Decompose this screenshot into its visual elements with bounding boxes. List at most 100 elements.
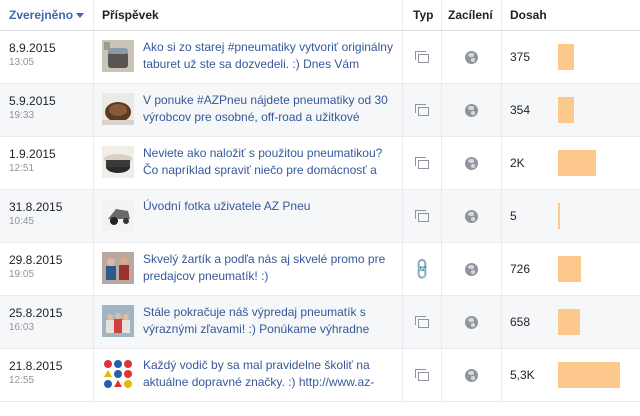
globe-icon [465,315,478,329]
globe-icon [465,103,478,117]
post-thumbnail[interactable] [102,146,134,178]
post-time: 19:33 [9,110,35,121]
header-reach: Dosah [501,0,640,30]
header-targeting: Zacílení [441,0,501,30]
reach-value: 658 [510,315,531,329]
photo-icon [415,104,429,116]
photo-icon [415,51,429,63]
table-row[interactable]: 5.9.2015 19:33 V ponuke #AZPneu nájdete pn… [0,84,640,137]
post-cell: Ako si zo starej #pneumatiky vytvoriť or… [93,31,402,83]
photo-icon [415,316,429,328]
table-row[interactable]: 21.8.2015 12:55 Každý vodič by sa mal prav… [0,349,640,402]
reach-cell: 5,3K [501,349,640,401]
globe-icon [465,368,478,382]
post-date: 5.9.2015 [9,94,56,108]
table-row[interactable]: 25.8.2015 16:03 Stále pokračuje náš výpred… [0,296,640,349]
post-link[interactable]: Ako si zo starej #pneumatiky vytvoriť or… [143,40,393,71]
post-date: 31.8.2015 [9,200,63,214]
post-cell: Každý vodič by sa mal pravidelne školiť … [93,349,402,401]
post-cell: Stále pokračuje náš výpredaj pneumatík s… [93,296,402,348]
photo-icon [415,369,429,381]
type-cell [402,349,441,401]
reach-cell: 658 [501,296,640,348]
reach-cell: 726 [501,243,640,295]
header-published-label: Zverejněno [9,8,74,22]
date-cell: 8.9.2015 13:05 [0,31,93,83]
table-body: 8.9.2015 13:05 Ako si zo starej #pneumatik… [0,31,640,402]
post-link[interactable]: V ponuke #AZPneu nájdete pneumatiky od 3… [143,93,388,124]
date-cell: 25.8.2015 16:03 [0,296,93,348]
date-cell: 31.8.2015 10:45 [0,190,93,242]
post-time: 10:45 [9,216,35,227]
post-cell: Úvodní fotka uživatele AZ Pneu [93,190,402,242]
reach-value: 2K [510,156,525,170]
post-time: 16:03 [9,322,35,333]
header-targeting-label: Zacílení [448,8,493,22]
table-row[interactable]: 1.9.2015 12:51 Neviete ako naložiť s použi… [0,137,640,190]
date-cell: 21.8.2015 12:55 [0,349,93,401]
header-type: Typ [402,0,441,30]
photo-icon [415,157,429,169]
date-cell: 5.9.2015 19:33 [0,84,93,136]
post-time: 12:55 [9,375,35,386]
table-row[interactable]: 29.8.2015 19:05 Skvelý žartík a podľa nás … [0,243,640,296]
globe-icon [465,50,478,64]
table-row[interactable]: 31.8.2015 10:45 Úvodní fotka uživatele AZ … [0,190,640,243]
header-published[interactable]: Zverejněno [0,0,93,30]
post-link[interactable]: Neviete ako naložiť s použitou pneumatik… [143,146,383,177]
globe-icon [465,209,478,223]
reach-value: 5,3K [510,368,535,382]
reach-bar [558,150,596,176]
post-thumbnail[interactable] [102,358,134,390]
reach-cell: 5 [501,190,640,242]
posts-table: Zverejněno Příspěvek Typ Zacílení Dosah … [0,0,640,402]
type-cell [402,84,441,136]
post-thumbnail[interactable] [102,305,134,337]
post-link[interactable]: Úvodní fotka uživatele AZ Pneu [143,199,311,213]
post-time: 13:05 [9,57,35,68]
targeting-cell [441,296,501,348]
post-time: 19:05 [9,269,35,280]
type-cell: 🔗 [402,243,441,295]
post-date: 1.9.2015 [9,147,56,161]
post-link[interactable]: Skvelý žartík a podľa nás aj skvelé prom… [143,252,386,283]
targeting-cell [441,31,501,83]
reach-bar [558,44,574,70]
header-post: Příspěvek [93,0,402,30]
globe-icon [465,262,478,276]
globe-icon [465,156,478,170]
reach-value: 726 [510,262,531,276]
targeting-cell [441,349,501,401]
post-date: 21.8.2015 [9,359,63,373]
post-date: 8.9.2015 [9,41,56,55]
table-row[interactable]: 8.9.2015 13:05 Ako si zo starej #pneumatik… [0,31,640,84]
post-date: 29.8.2015 [9,253,63,267]
reach-cell: 2K [501,137,640,189]
post-thumbnail[interactable] [102,199,134,231]
type-cell [402,137,441,189]
reach-cell: 375 [501,31,640,83]
type-cell [402,31,441,83]
reach-bar [558,203,560,229]
date-cell: 1.9.2015 12:51 [0,137,93,189]
targeting-cell [441,137,501,189]
post-date: 25.8.2015 [9,306,63,320]
post-thumbnail[interactable] [102,93,134,125]
reach-cell: 354 [501,84,640,136]
post-cell: Neviete ako naložiť s použitou pneumatik… [93,137,402,189]
post-link[interactable]: Stále pokračuje náš výpredaj pneumatík s… [143,305,370,336]
targeting-cell [441,243,501,295]
header-type-label: Typ [413,8,434,22]
post-thumbnail[interactable] [102,40,134,72]
reach-bar [558,256,581,282]
targeting-cell [441,190,501,242]
date-cell: 29.8.2015 19:05 [0,243,93,295]
post-time: 12:51 [9,163,35,174]
link-icon: 🔗 [409,256,435,282]
reach-value: 354 [510,103,531,117]
header-post-label: Příspěvek [102,8,159,22]
post-thumbnail[interactable] [102,252,134,284]
reach-value: 5 [510,209,517,223]
type-cell [402,296,441,348]
post-link[interactable]: Každý vodič by sa mal pravidelne školiť … [143,358,375,389]
